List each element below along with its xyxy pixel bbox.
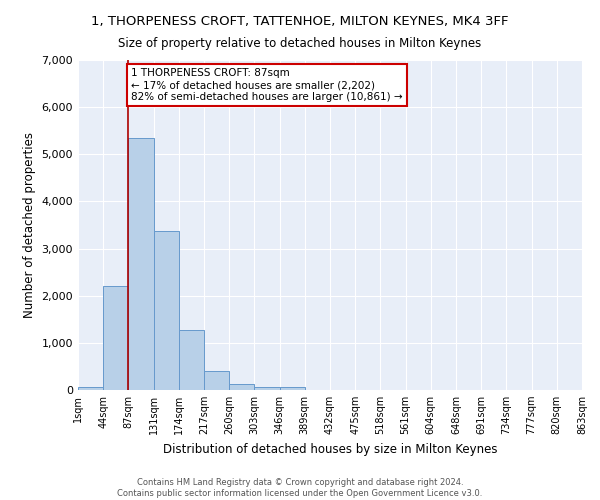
- Bar: [154, 230, 179, 390]
- Bar: [229, 384, 254, 390]
- Text: Size of property relative to detached houses in Milton Keynes: Size of property relative to detached ho…: [118, 38, 482, 51]
- Bar: [128, 138, 154, 390]
- Bar: [204, 371, 229, 390]
- Bar: [78, 388, 103, 390]
- Text: Contains HM Land Registry data © Crown copyright and database right 2024.
Contai: Contains HM Land Registry data © Crown c…: [118, 478, 482, 498]
- Bar: [103, 286, 128, 390]
- X-axis label: Distribution of detached houses by size in Milton Keynes: Distribution of detached houses by size …: [163, 442, 497, 456]
- Y-axis label: Number of detached properties: Number of detached properties: [23, 132, 36, 318]
- Bar: [179, 330, 204, 390]
- Text: 1 THORPENESS CROFT: 87sqm
← 17% of detached houses are smaller (2,202)
82% of se: 1 THORPENESS CROFT: 87sqm ← 17% of detac…: [131, 68, 403, 102]
- Bar: [254, 386, 280, 390]
- Bar: [280, 388, 305, 390]
- Text: 1, THORPENESS CROFT, TATTENHOE, MILTON KEYNES, MK4 3FF: 1, THORPENESS CROFT, TATTENHOE, MILTON K…: [91, 15, 509, 28]
